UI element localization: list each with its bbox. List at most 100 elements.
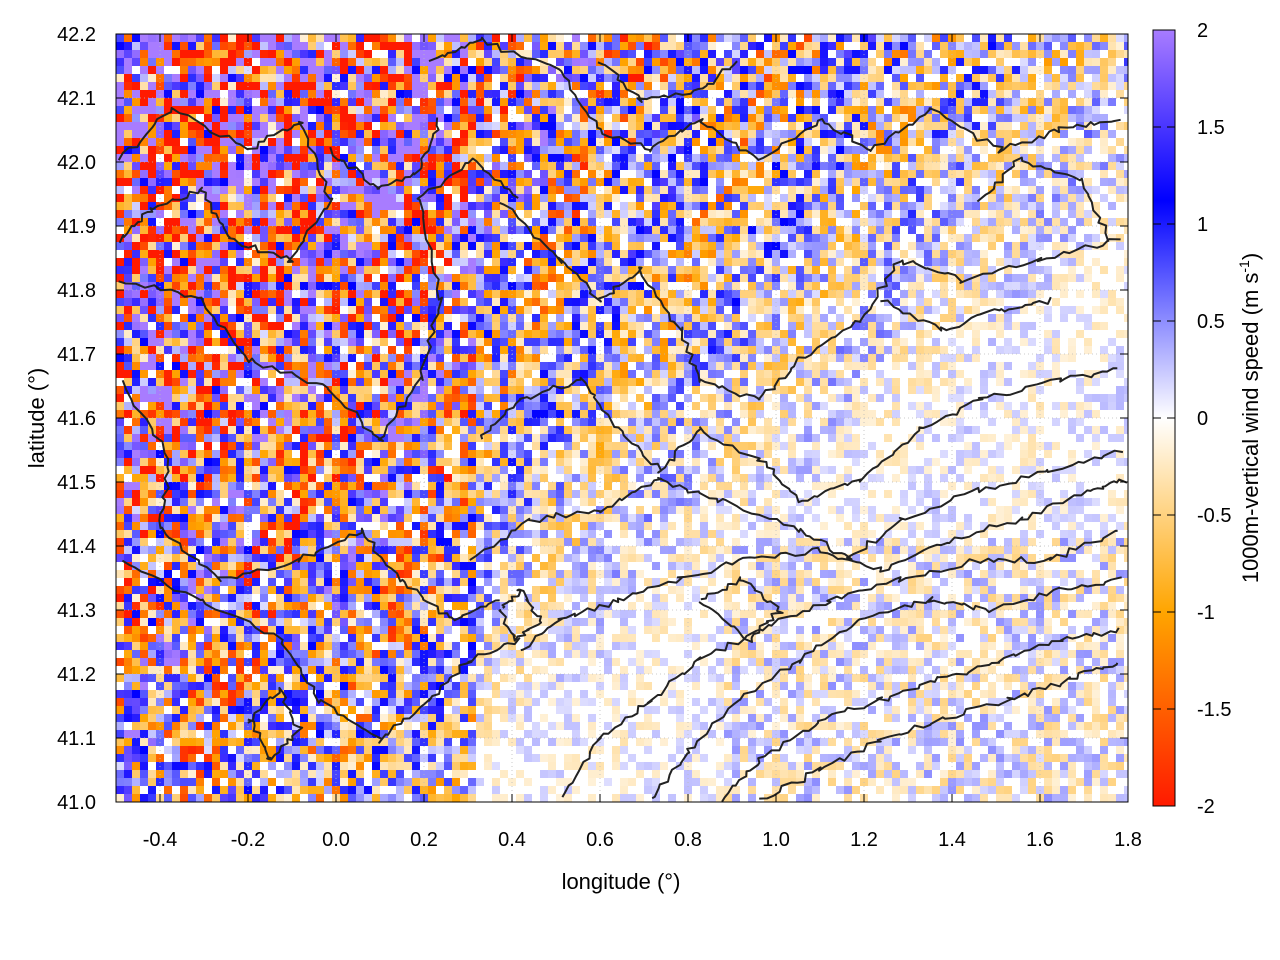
heatmap-cell [980,282,988,290]
heatmap-cell [812,34,820,42]
heatmap-cell [796,306,804,314]
heatmap-cell [740,42,748,50]
heatmap-cell [316,194,324,202]
heatmap-cell [484,98,492,106]
heatmap-cell [404,258,412,266]
heatmap-cell [404,34,412,42]
heatmap-cell [844,178,852,186]
heatmap-cell [148,106,156,114]
heatmap-cell [556,122,564,130]
heatmap-cell [604,346,612,354]
heatmap-cell [780,218,788,226]
heatmap-cell [852,146,860,154]
heatmap-cell [892,154,900,162]
heatmap-cell [916,90,924,98]
heatmap-cell [612,226,620,234]
heatmap-cell [444,122,452,130]
heatmap-cell [524,50,532,58]
heatmap-cell [164,154,172,162]
heatmap-cell [196,138,204,146]
heatmap-cell [1124,42,1128,50]
heatmap-cell [1108,290,1116,298]
heatmap-cell [1108,362,1116,370]
heatmap-cell [700,210,708,218]
heatmap-cell [116,370,124,378]
heatmap-cell [236,234,244,242]
heatmap-cell [1012,162,1020,170]
heatmap-cell [116,386,124,394]
heatmap-cell [740,290,748,298]
heatmap-cell [284,386,292,394]
heatmap-cell [1028,178,1036,186]
heatmap-cell [1076,106,1084,114]
heatmap-cell [732,290,740,298]
heatmap-cell [964,42,972,50]
heatmap-cell [300,66,308,74]
heatmap-cell [1044,218,1052,226]
heatmap-cell [300,106,308,114]
heatmap-cell [908,322,916,330]
heatmap-cell [140,98,148,106]
heatmap-cell [516,226,524,234]
heatmap-cell [1084,114,1092,122]
heatmap-cell [572,378,580,386]
heatmap-cell [340,394,348,402]
heatmap-cell [988,122,996,130]
heatmap-cell [204,378,212,386]
heatmap-cell [1020,202,1028,210]
heatmap-cell [428,354,436,362]
heatmap-cell [1100,146,1108,154]
heatmap-cell [324,90,332,98]
heatmap-cell [476,90,484,98]
heatmap-cell [1012,90,1020,98]
heatmap-cell [132,346,140,354]
heatmap-cell [228,314,236,322]
heatmap-cell [868,162,876,170]
heatmap-cell [724,298,732,306]
heatmap-cell [588,106,596,114]
heatmap-cell [764,322,772,330]
heatmap-cell [644,114,652,122]
heatmap-cell [572,330,580,338]
heatmap-cell [1076,146,1084,154]
heatmap-cell [188,234,196,242]
heatmap-cell [316,290,324,298]
heatmap-cell [452,250,460,258]
heatmap-cell [1020,58,1028,66]
heatmap-cell [204,274,212,282]
heatmap-cell [972,306,980,314]
heatmap-cell [628,234,636,242]
heatmap-cell [636,258,644,266]
heatmap-cell [524,258,532,266]
heatmap-cell [308,90,316,98]
heatmap-cell [484,130,492,138]
heatmap-cell [380,370,388,378]
heatmap-cell [964,386,972,394]
heatmap-cell [524,370,532,378]
heatmap-cell [148,170,156,178]
heatmap-cell [1084,130,1092,138]
heatmap-cell [1028,386,1036,394]
heatmap-cell [700,362,708,370]
heatmap-cell [700,306,708,314]
heatmap-cell [372,162,380,170]
heatmap-cell [716,138,724,146]
heatmap-cell [492,170,500,178]
heatmap-cell [692,90,700,98]
heatmap-cell [844,306,852,314]
heatmap-cell [356,178,364,186]
heatmap-cell [612,218,620,226]
heatmap-cell [132,394,140,402]
heatmap-cell [324,34,332,42]
heatmap-cell [884,58,892,66]
heatmap-cell [908,98,916,106]
heatmap-cell [140,186,148,194]
heatmap-cell [1084,234,1092,242]
heatmap-cell [252,370,260,378]
heatmap-cell [580,218,588,226]
heatmap-cell [412,42,420,50]
heatmap-cell [532,378,540,386]
heatmap-cell [292,178,300,186]
heatmap-cell [564,250,572,258]
heatmap-cell [692,66,700,74]
